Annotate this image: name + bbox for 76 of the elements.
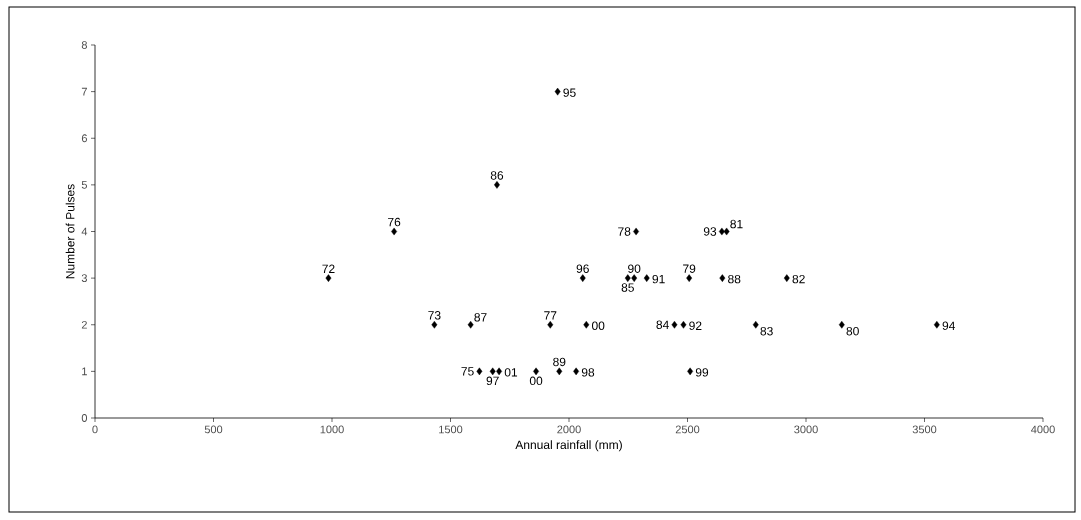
annotation: 99 (695, 368, 709, 377)
x-tick-label: 2500 (675, 425, 700, 434)
point (783, 274, 790, 282)
annotation: 86 (490, 171, 504, 180)
y-tick-label: 1 (82, 367, 87, 376)
y-tick-label: 8 (81, 41, 87, 49)
point (579, 274, 586, 282)
y-tick-label: 0 (81, 414, 88, 422)
y-tick-label: 3 (81, 274, 87, 283)
y-tick-label: 7 (81, 87, 87, 96)
y-tick-label: 4 (81, 227, 88, 236)
annotation: 87 (474, 313, 487, 322)
annotation: 80 (846, 326, 859, 336)
point (718, 227, 725, 236)
point (723, 227, 730, 236)
annotation: 01 (504, 368, 518, 377)
y-axis-title: Number of Pulses (65, 184, 75, 279)
annotation: 00 (591, 321, 605, 330)
annotation: 00 (529, 376, 543, 386)
annotation: 97 (486, 376, 499, 386)
annotation: 88 (728, 274, 741, 284)
annotation: 85 (621, 283, 634, 292)
point (686, 274, 693, 282)
annotation: 98 (581, 368, 595, 377)
point (325, 274, 332, 282)
point (476, 367, 483, 376)
annotation: 82 (792, 274, 805, 284)
point (554, 87, 561, 96)
x-tick-label: 3500 (912, 425, 937, 434)
x-tick-label: 0 (92, 425, 98, 434)
x-tick-label: 500 (204, 425, 223, 434)
point (556, 367, 563, 376)
point (431, 320, 438, 329)
y-tick-label: 5 (81, 181, 87, 189)
x-tick-label: 1000 (320, 425, 344, 434)
annotation: 94 (942, 321, 956, 330)
annotation: 73 (428, 311, 441, 320)
y-tick-label: 2 (81, 320, 87, 329)
point (547, 320, 554, 329)
point (680, 320, 687, 329)
annotation: 91 (652, 274, 665, 284)
point (489, 367, 496, 376)
annotation: 76 (388, 217, 401, 227)
annotation: 84 (656, 320, 669, 329)
annotation: 95 (563, 88, 576, 97)
point (467, 320, 474, 329)
point (838, 320, 845, 329)
point (933, 320, 940, 329)
annotation: 81 (730, 219, 743, 229)
annotation: 72 (322, 264, 335, 273)
annotation: 90 (628, 264, 641, 273)
point (671, 320, 678, 329)
annotation: 77 (544, 311, 557, 320)
point (643, 274, 650, 282)
annotation: 83 (760, 326, 773, 336)
annotation: 79 (683, 264, 696, 273)
annotation: 75 (461, 367, 474, 376)
annotation: 93 (703, 227, 717, 236)
x-tick-label: 4000 (1031, 425, 1055, 434)
point (752, 320, 759, 329)
x-axis-title: Annual rainfall (mm) (515, 440, 622, 452)
point (573, 367, 580, 376)
point (583, 320, 590, 329)
point (494, 181, 500, 189)
annotation: 92 (689, 321, 702, 330)
annotation: 78 (618, 227, 631, 236)
x-tick-label: 1500 (439, 425, 463, 434)
y-tick-label: 6 (81, 134, 87, 143)
x-tick-label: 3000 (794, 425, 818, 434)
point (719, 274, 726, 282)
annotation: 89 (553, 357, 566, 367)
point (687, 367, 694, 376)
x-tick-label: 2000 (557, 425, 581, 434)
annotation: 96 (576, 264, 589, 273)
point (631, 274, 638, 282)
point (624, 274, 631, 282)
